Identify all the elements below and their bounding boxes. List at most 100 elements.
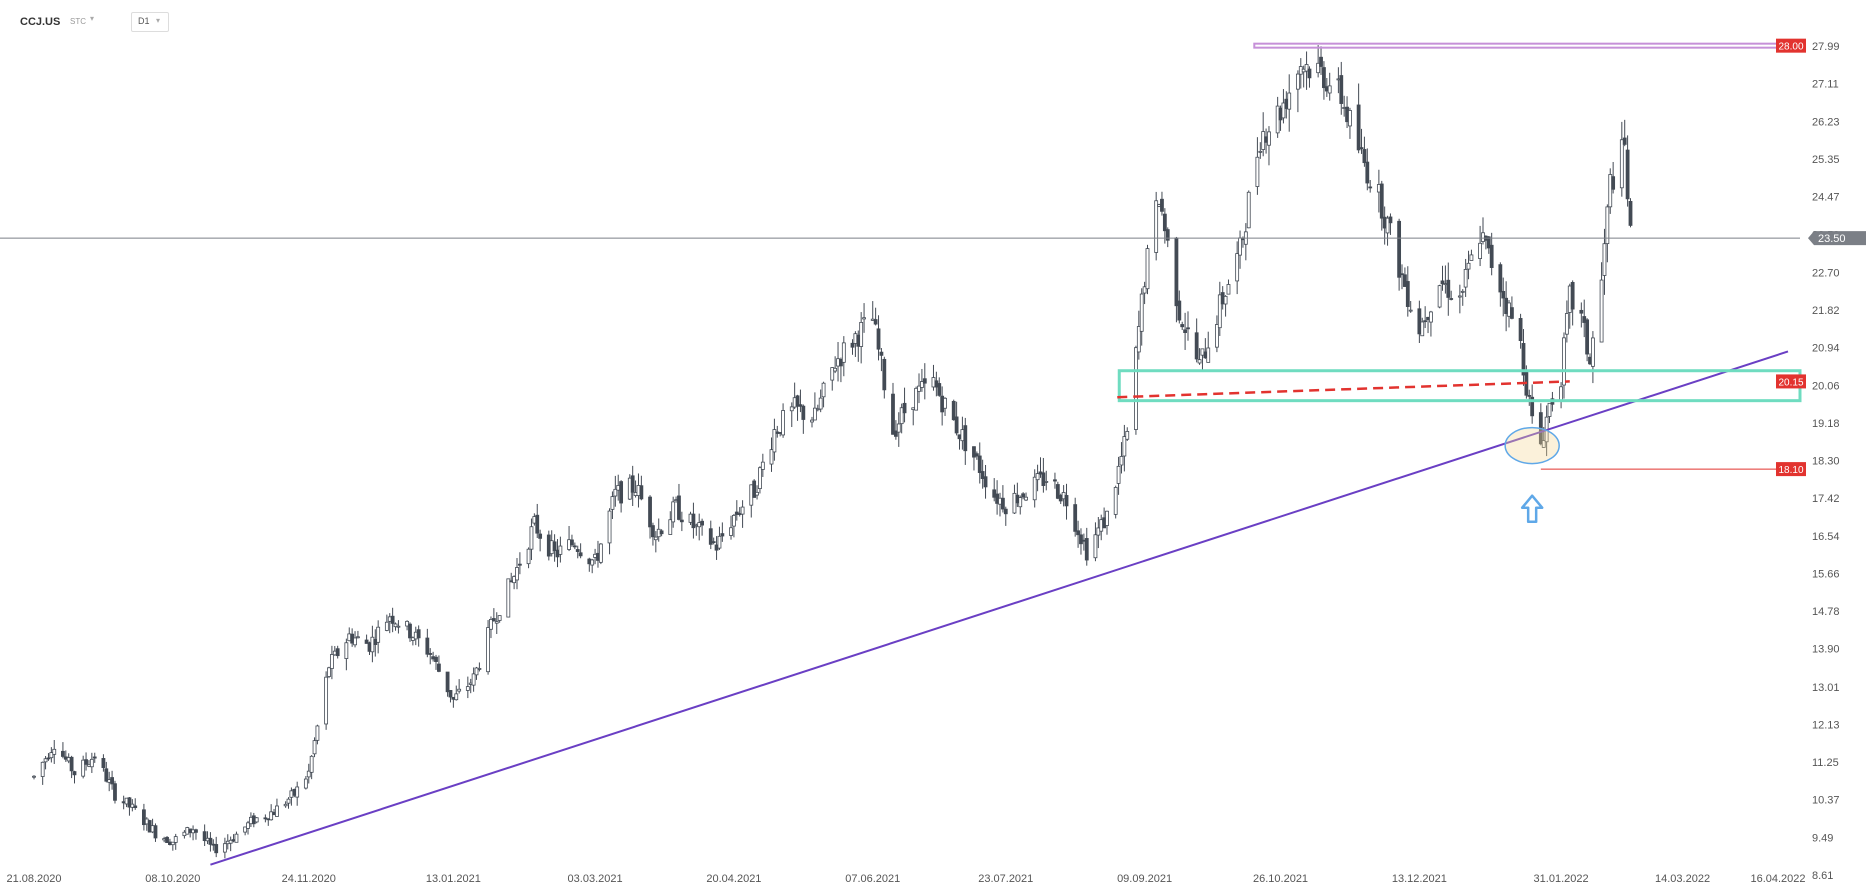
y-tick-label: 20.94	[1812, 343, 1840, 355]
candle-body	[708, 528, 713, 545]
candle-body	[384, 621, 389, 631]
candle-body	[1000, 497, 1005, 510]
candle-body	[752, 480, 757, 498]
candle-body	[972, 446, 976, 458]
level-label: 18.10	[1778, 465, 1803, 476]
symbol-label[interactable]: CCJ.US	[20, 16, 61, 28]
candle-body	[590, 559, 595, 566]
source-dropdown-icon[interactable]: ▾	[90, 14, 95, 23]
candle-body	[538, 533, 543, 539]
candle-body	[578, 552, 583, 557]
candle-body	[653, 536, 658, 541]
candle-body	[1139, 293, 1144, 332]
candle-body	[324, 676, 329, 725]
uptrend-line	[210, 350, 1789, 866]
candle-body	[1093, 534, 1098, 559]
x-tick-label: 13.01.2021	[426, 873, 481, 885]
candle-body	[758, 467, 762, 490]
candle-body	[899, 407, 904, 425]
candle-body	[445, 671, 450, 693]
drawings-layer	[0, 42, 1802, 866]
y-tick-label: 15.66	[1812, 568, 1840, 580]
y-tick-label: 13.90	[1812, 644, 1840, 656]
candle-body	[69, 756, 74, 772]
candle-body	[1194, 332, 1199, 360]
candle-body	[937, 383, 942, 396]
x-tick-label: 09.09.2021	[1117, 873, 1172, 885]
candle-body	[1559, 386, 1563, 402]
candle-body	[1217, 294, 1222, 329]
candle-body	[283, 803, 288, 807]
candle-body	[1003, 508, 1008, 515]
timeframe-select[interactable]: D1 ▾	[131, 12, 169, 32]
candle-body	[491, 618, 496, 622]
y-tick-label: 11.25	[1812, 757, 1839, 769]
y-tick-label: 18.30	[1812, 456, 1840, 468]
candle-body	[1116, 465, 1121, 484]
candle-body	[1423, 320, 1428, 323]
candle-body	[506, 578, 511, 618]
candle-body	[376, 626, 381, 643]
candle-body	[922, 378, 927, 384]
candle-body	[862, 317, 866, 320]
candle-body	[818, 397, 823, 410]
candle-body	[269, 811, 274, 821]
candle-body	[303, 778, 308, 789]
x-tick-label: 24.11.2020	[282, 873, 336, 885]
candle-body	[711, 541, 716, 544]
candle-body	[104, 768, 109, 782]
candle-body	[1238, 237, 1242, 256]
candle-body	[173, 836, 178, 843]
candle-body	[1053, 479, 1057, 482]
candle-body	[1024, 496, 1028, 501]
candle-body	[1165, 229, 1170, 241]
candle-body	[610, 496, 615, 510]
candle-body	[1625, 149, 1630, 200]
candle-body	[920, 381, 924, 388]
candle-body	[486, 627, 490, 673]
candle-body	[535, 514, 540, 534]
candle-body	[1365, 161, 1370, 184]
candle-body	[1622, 137, 1627, 145]
candle-body	[254, 817, 259, 823]
candle-body	[113, 783, 117, 801]
candle-body	[194, 829, 198, 833]
candle-body	[570, 539, 574, 546]
candle-body	[1339, 75, 1344, 104]
candle-body	[40, 761, 45, 777]
candle-body	[408, 623, 412, 639]
y-tick-label: 8.61	[1812, 870, 1833, 882]
candle-body	[489, 618, 493, 630]
candle-body	[393, 623, 398, 628]
candle-body	[353, 637, 357, 646]
candle-body	[457, 688, 462, 692]
level-label: 28.00	[1778, 42, 1803, 53]
candle-body	[772, 429, 777, 453]
source-label[interactable]: STC	[70, 17, 86, 26]
candle-body	[1125, 431, 1130, 440]
y-tick-label: 22.70	[1812, 267, 1840, 279]
candle-body	[1460, 290, 1465, 293]
candle-body	[671, 501, 676, 523]
candle-body	[833, 367, 838, 372]
candle-body	[52, 748, 57, 755]
y-tick-label: 27.11	[1812, 79, 1839, 91]
candle-body	[679, 519, 684, 523]
time-axis: 21.08.2020 08.10.2020 24.11.2020 13.01.2021…	[6, 873, 1805, 885]
x-tick-label: 31.01.2022	[1534, 873, 1589, 885]
candle-body	[72, 771, 77, 776]
candle-body	[1055, 484, 1060, 499]
candle-body	[1113, 487, 1118, 515]
candle-body	[49, 752, 54, 759]
candle-body	[639, 485, 644, 500]
candle-body	[92, 756, 97, 759]
candle-body	[1562, 337, 1566, 386]
candle-body	[1246, 191, 1251, 229]
y-tick-label: 10.37	[1812, 795, 1840, 807]
candle-body	[558, 545, 563, 555]
candle-body	[798, 404, 803, 407]
timeframe-label: D1	[138, 16, 150, 26]
candle-body	[1541, 440, 1546, 448]
candle-body	[720, 533, 725, 537]
